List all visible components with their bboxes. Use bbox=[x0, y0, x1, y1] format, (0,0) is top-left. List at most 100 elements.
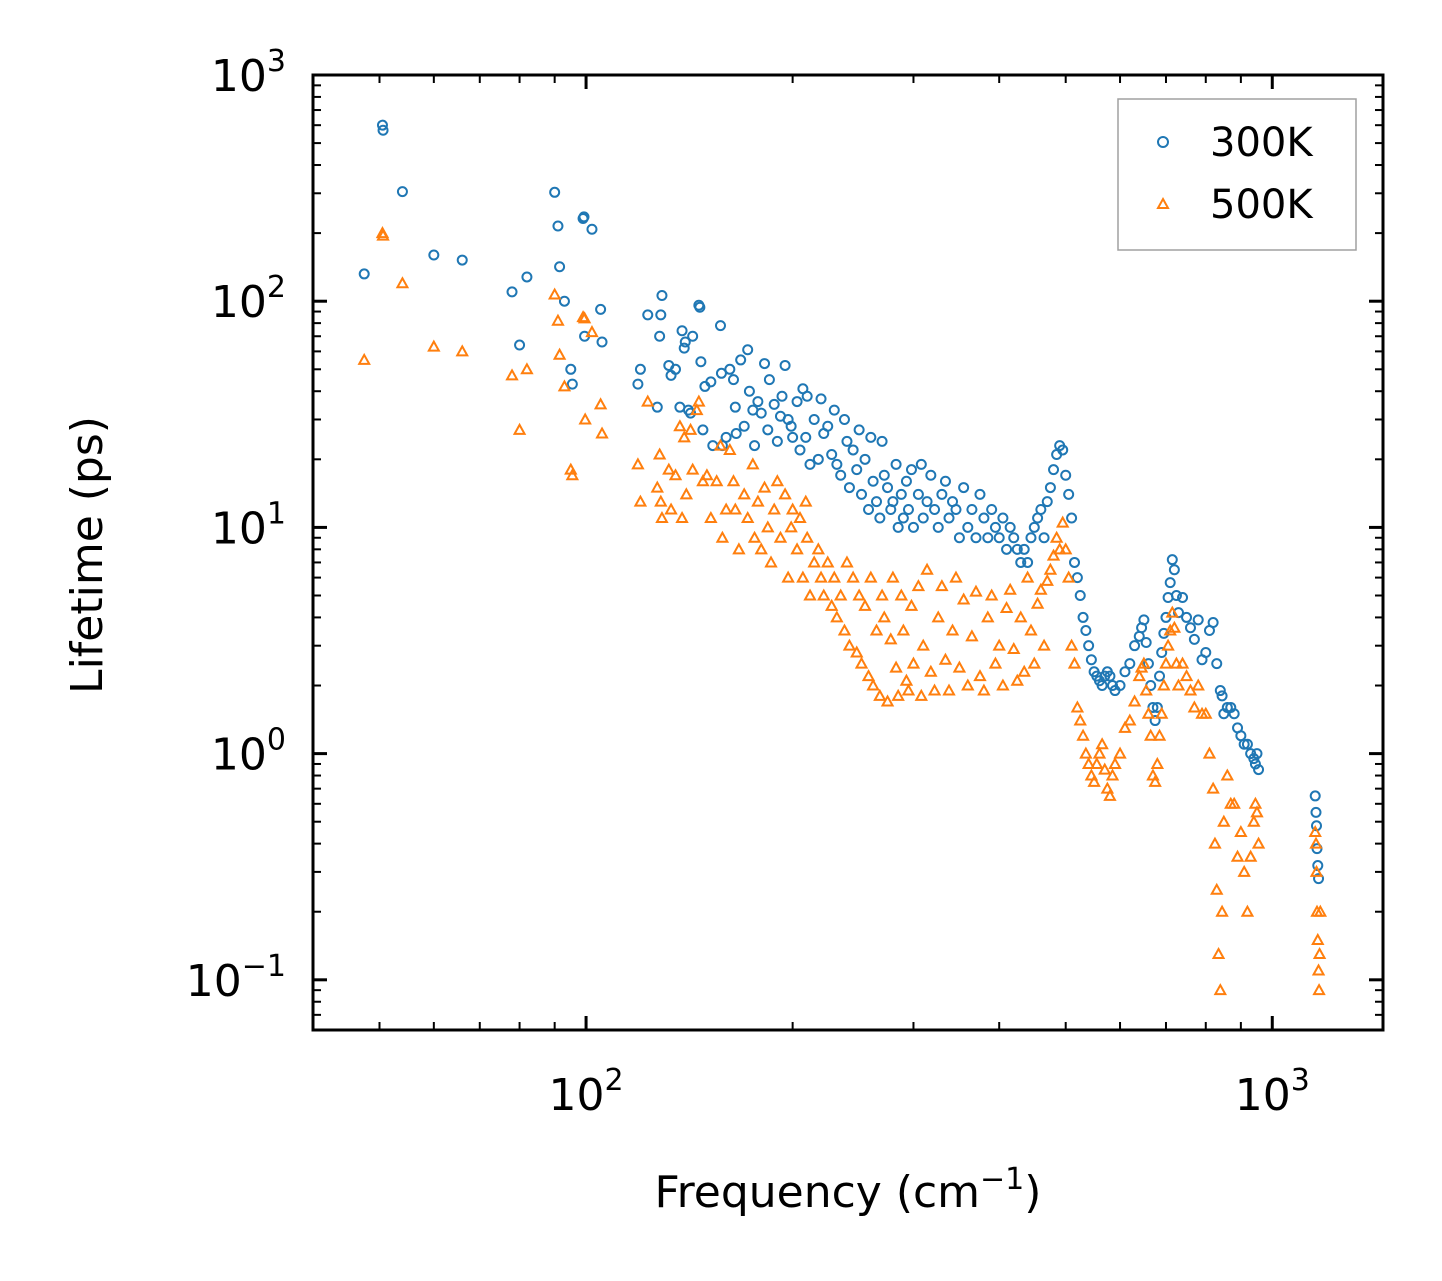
data-point-300k bbox=[578, 211, 590, 223]
data-point-500k bbox=[1234, 824, 1248, 838]
data-point-300k bbox=[1140, 636, 1152, 648]
data-point-500k bbox=[901, 683, 916, 696]
data-point-300k bbox=[1129, 640, 1141, 652]
data-point-300k bbox=[1028, 521, 1040, 533]
data-point-500k bbox=[920, 562, 934, 575]
data-point-500k bbox=[1095, 737, 1109, 750]
data-point-300k bbox=[1138, 614, 1150, 626]
data-point-500k bbox=[799, 494, 813, 507]
data-point-500k bbox=[778, 487, 792, 500]
data-point-500k bbox=[833, 588, 848, 601]
data-point-300k bbox=[1192, 614, 1204, 626]
data-point-300k bbox=[1008, 532, 1020, 544]
data-point-500k bbox=[709, 474, 724, 487]
data-point-500k bbox=[965, 629, 979, 642]
data-point-500k bbox=[728, 502, 743, 515]
data-point-300k bbox=[843, 482, 855, 494]
data-point-300k bbox=[1080, 625, 1092, 637]
data-point-300k bbox=[1074, 590, 1086, 602]
data-point-500k bbox=[811, 542, 826, 555]
data-point-300k bbox=[738, 420, 750, 432]
data-point-500k bbox=[880, 694, 895, 707]
data-point-300k bbox=[966, 503, 978, 515]
data-point-500k bbox=[650, 480, 664, 493]
legend-label-300k: 300K bbox=[1210, 120, 1314, 166]
data-point-500k bbox=[505, 368, 519, 381]
data-point-300k bbox=[554, 261, 566, 273]
data-point-300k bbox=[759, 358, 771, 370]
data-point-500k bbox=[547, 287, 562, 300]
data-point-500k bbox=[1230, 849, 1245, 862]
legend-box bbox=[1117, 98, 1357, 251]
data-point-300k bbox=[826, 449, 838, 461]
data-point-500k bbox=[357, 352, 371, 365]
data-point-500k bbox=[1118, 720, 1132, 733]
data-point-300k bbox=[678, 342, 690, 354]
data-point-500k bbox=[761, 520, 775, 533]
data-point-500k bbox=[1064, 638, 1079, 651]
data-point-500k bbox=[850, 645, 864, 658]
legend-marker-500k bbox=[1156, 196, 1170, 209]
data-point-300k bbox=[978, 512, 990, 524]
data-point-500k bbox=[726, 474, 741, 487]
data-point-300k bbox=[921, 496, 933, 508]
data-point-300k bbox=[634, 363, 646, 375]
data-point-300k bbox=[804, 458, 816, 470]
data-point-300k bbox=[670, 363, 682, 375]
data-point-300k bbox=[1004, 521, 1016, 533]
data-point-300k bbox=[1200, 646, 1212, 658]
data-point-500k bbox=[1081, 756, 1096, 769]
data-point-500k bbox=[1215, 904, 1229, 917]
data-point-500k bbox=[633, 494, 648, 507]
data-point-500k bbox=[817, 588, 831, 601]
data-point-500k bbox=[565, 468, 580, 481]
y-tick-label: 10−1 bbox=[186, 949, 286, 1007]
data-point-500k bbox=[1150, 756, 1165, 769]
data-point-300k bbox=[549, 186, 561, 198]
data-point-500k bbox=[1251, 836, 1266, 849]
data-point-500k bbox=[827, 570, 841, 583]
data-point-500k bbox=[1017, 664, 1031, 677]
data-point-500k bbox=[1027, 656, 1042, 669]
data-point-500k bbox=[1098, 762, 1112, 775]
data-point-500k bbox=[692, 394, 706, 407]
data-point-300k bbox=[785, 420, 797, 432]
data-point-300k bbox=[586, 223, 598, 235]
data-point-300k bbox=[835, 469, 847, 481]
data-point-500k bbox=[1007, 641, 1021, 655]
data-point-500k bbox=[673, 419, 687, 432]
data-point-500k bbox=[1175, 656, 1190, 669]
data-point-300k bbox=[376, 119, 388, 131]
data-point-500k bbox=[877, 610, 891, 623]
data-point-300k bbox=[902, 503, 914, 515]
data-point-500k bbox=[842, 638, 857, 651]
data-point-300k bbox=[654, 330, 666, 342]
data-point-300k bbox=[762, 424, 774, 436]
data-point-500k bbox=[864, 570, 878, 583]
data-point-500k bbox=[803, 588, 817, 601]
data-point-500k bbox=[677, 430, 691, 443]
data-point-300k bbox=[1096, 680, 1108, 692]
data-point-500k bbox=[1010, 673, 1024, 686]
data-point-500k bbox=[1127, 694, 1142, 707]
data-point-300k bbox=[396, 186, 408, 198]
data-point-500k bbox=[1240, 904, 1255, 917]
data-point-300k bbox=[1253, 764, 1265, 776]
data-point-500k bbox=[679, 487, 694, 500]
data-point-300k bbox=[687, 330, 699, 342]
data-point-500k bbox=[1073, 713, 1087, 726]
data-point-300k bbox=[970, 532, 982, 544]
data-point-300k bbox=[912, 488, 924, 500]
legend-marker-300k bbox=[1157, 136, 1169, 148]
data-point-300k bbox=[1166, 554, 1178, 566]
data-point-300k bbox=[1177, 591, 1189, 603]
data-point-500k bbox=[1220, 768, 1235, 781]
data-point-300k bbox=[1060, 469, 1072, 481]
data-point-500k bbox=[1154, 706, 1169, 719]
data-point-300k bbox=[831, 458, 843, 470]
data-point-300k bbox=[1168, 564, 1180, 576]
data-point-300k bbox=[1207, 616, 1219, 628]
data-point-500k bbox=[1087, 774, 1101, 787]
data-point-300k bbox=[1077, 611, 1089, 623]
data-point-500k bbox=[395, 276, 410, 289]
